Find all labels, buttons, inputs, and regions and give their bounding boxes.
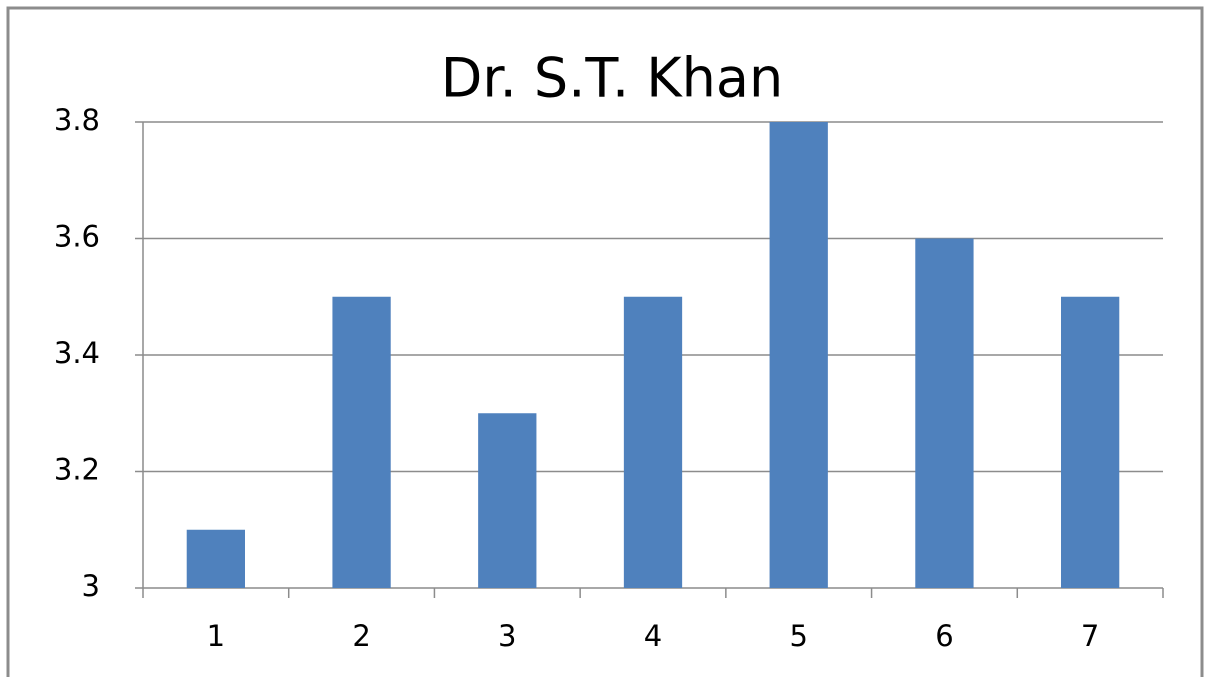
x-tick-label: 2: [352, 619, 370, 653]
x-tick-label: 3: [498, 619, 516, 653]
bar: [915, 238, 974, 588]
y-tick-label: 3: [82, 569, 100, 603]
y-tick-label: 3.4: [54, 336, 100, 370]
y-tick-label: 3.6: [54, 220, 100, 254]
bar: [186, 529, 245, 588]
bar: [1061, 296, 1120, 588]
x-tick-label: 4: [644, 619, 662, 653]
bar: [478, 413, 537, 588]
x-tick-label: 5: [789, 619, 807, 653]
y-tick-label: 3.2: [54, 453, 100, 487]
x-tick-label: 6: [935, 619, 953, 653]
chart-title: Dr. S.T. Khan: [441, 47, 783, 110]
bar: [332, 296, 391, 588]
x-tick-label: 1: [207, 619, 225, 653]
bar: [623, 296, 683, 588]
y-tick-label: 3.8: [54, 103, 100, 137]
x-tick-label: 7: [1081, 619, 1099, 653]
bar: [769, 122, 828, 588]
